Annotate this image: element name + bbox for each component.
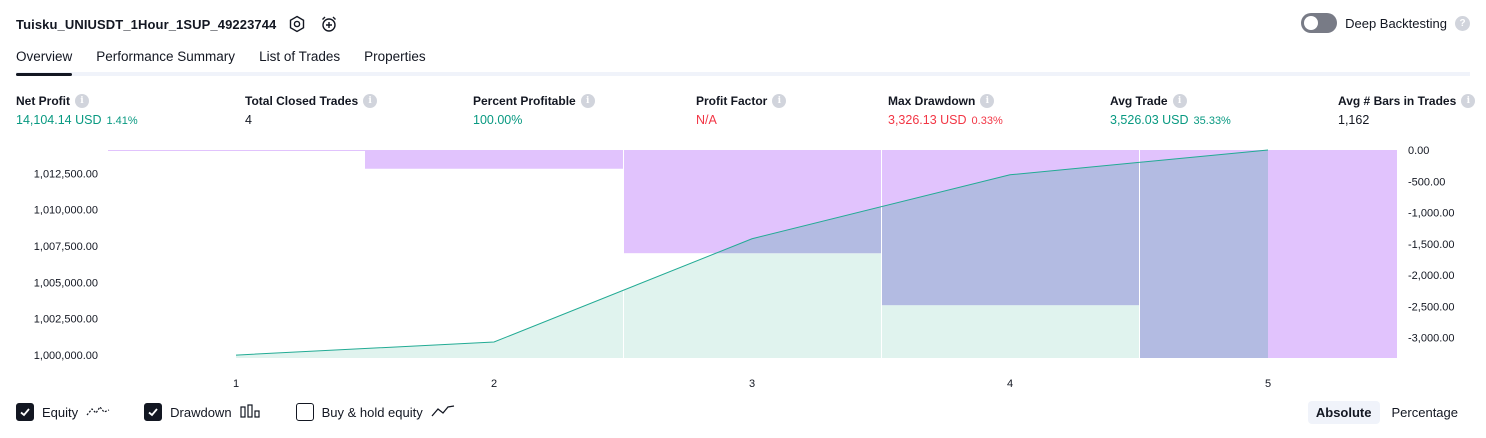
equity-drawdown-chart[interactable]: 1,000,000.00 1,002,500.00 1,005,000.00 1,00… [0,140,1486,396]
strategy-title: Tuisku_UNIUSDT_1Hour_1SUP_49223744 [16,16,277,32]
buy-hold-checkbox[interactable] [295,403,314,421]
tab-properties[interactable]: Properties [364,49,426,64]
metric-label: Max Drawdown [888,94,976,108]
x-axis-tick: 1 [233,378,239,390]
info-icon[interactable]: i [580,94,595,108]
equity-line-icon [86,404,110,421]
drawdown-bar [365,150,623,169]
help-icon[interactable]: ? [1455,15,1470,31]
metric-percent: 35.33% [1193,115,1231,127]
right-axis-tick: -500.00 [1408,176,1445,188]
metric-max-drawdown: Max Drawdown i 3,326.13 USD 0.33% [888,94,1003,127]
x-axis-tick: 3 [749,378,755,390]
x-axis-tick: 5 [1265,378,1271,390]
metric-profit-factor: Profit Factor i N/A [696,94,787,127]
legend-drawdown[interactable]: Drawdown [144,403,261,421]
right-axis-tick: -3,000.00 [1408,333,1454,345]
info-icon[interactable]: i [363,94,378,108]
metric-label: Net Profit [16,94,70,108]
metric-net-profit: Net Profit i 14,104.14 USD 1.41% [16,94,138,127]
drawdown-overlap [881,162,1139,306]
right-axis-tick: -1,000.00 [1408,208,1454,220]
metric-value: 3,526.03 USD [1110,113,1189,127]
legend-equity[interactable]: Equity [16,403,110,421]
metric-value: 1,162 [1338,113,1370,127]
metric-percent-profitable: Percent Profitable i 100.00% [473,94,595,127]
view-mode-switch: Absolute Percentage [1307,401,1466,424]
right-axis-tick: -2,500.00 [1408,301,1454,313]
tab-overview[interactable]: Overview [16,44,73,76]
legend-label: Drawdown [170,404,232,420]
metric-percent: 0.33% [971,115,1003,127]
right-axis-tick: -1,500.00 [1408,239,1454,251]
metrics-row: Net Profit i 14,104.14 USD 1.41% Total Clo… [0,94,1486,134]
metric-value: 4 [245,113,252,127]
left-axis-tick: 1,010,000.00 [34,205,98,217]
deep-backtesting: Deep Backtesting ? [1301,13,1470,33]
metric-label: Avg Trade [1110,94,1168,108]
deep-backtesting-toggle[interactable] [1301,13,1338,33]
metric-label: Profit Factor [696,94,768,108]
tab-bar: Overview Performance Summary List of Tra… [16,44,1470,76]
metric-avg-trade: Avg Trade i 3,526.03 USD 35.33% [1110,94,1231,127]
metric-avg-bars-in-trades: Avg # Bars in Trades i 1,162 [1338,94,1476,127]
equity-line [235,149,1269,356]
legend-buy-hold-equity[interactable]: Buy & hold equity [295,403,455,421]
right-axis-tick: 0.00 [1408,145,1429,157]
drawdown-overlap [623,206,881,254]
percentage-button[interactable]: Percentage [1391,405,1459,420]
metric-value: 100.00% [473,113,523,127]
absolute-button[interactable]: Absolute [1307,401,1380,424]
deep-backtesting-label: Deep Backtesting [1345,15,1447,31]
left-axis-tick: 1,012,500.00 [34,168,98,180]
info-icon[interactable]: i [75,94,89,108]
info-icon[interactable]: i [980,94,995,108]
buy-hold-line-icon [431,404,455,421]
chart-legend: Equity Drawdown Buy & hold equity [16,403,455,421]
drawdown-overlap [1139,150,1268,358]
metric-percent: 1.41% [106,115,138,127]
metric-value: 14,104.14 USD [16,113,102,127]
equity-checkbox[interactable] [16,403,34,421]
info-icon[interactable]: i [772,94,787,108]
tab-list-of-trades[interactable]: List of Trades [259,49,341,64]
metric-label: Total Closed Trades [245,94,359,108]
info-icon[interactable]: i [1461,94,1476,108]
x-axis-tick: 4 [1007,378,1013,390]
drawdown-checkbox[interactable] [144,403,163,421]
legend-label: Buy & hold equity [321,404,423,420]
metric-total-closed-trades: Total Closed Trades i 4 [245,94,378,127]
strategy-header: Tuisku_UNIUSDT_1Hour_1SUP_49223744 [16,12,340,36]
info-icon[interactable]: i [1172,94,1187,108]
metric-value: N/A [696,113,717,127]
metric-value: 3,326.13 USD [888,113,967,127]
legend-label: Equity [42,404,79,420]
left-axis-tick: 1,005,000.00 [34,277,98,289]
left-axis-tick: 1,002,500.00 [34,314,98,326]
x-axis-tick: 2 [491,378,497,390]
left-axis-tick: 1,007,500.00 [34,241,98,253]
alert-add-icon[interactable] [318,13,340,35]
metric-label: Avg # Bars in Trades [1338,94,1457,108]
drawdown-bars-icon [239,403,262,421]
right-axis-tick: -2,000.00 [1408,270,1454,282]
tab-performance-summary[interactable]: Performance Summary [96,49,236,64]
settings-icon[interactable] [286,13,308,35]
left-axis-tick: 1,000,000.00 [34,350,98,362]
metric-label: Percent Profitable [473,94,576,108]
